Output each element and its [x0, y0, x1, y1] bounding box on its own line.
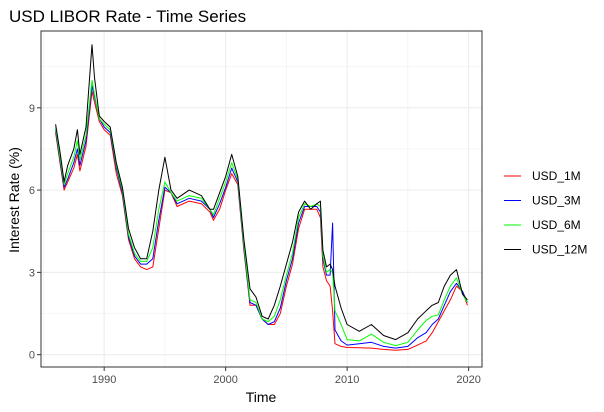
legend-label: USD_3M	[532, 194, 581, 208]
x-axis: 1990 2000 2010 2020	[92, 367, 481, 386]
legend-label: USD_1M	[532, 169, 581, 183]
series-lines	[40, 30, 483, 368]
series-line-usd-1m	[55, 90, 468, 351]
y-tick-label: 3	[29, 267, 35, 279]
legend: USD_1M USD_3M USD_6M USD_12M	[504, 169, 587, 257]
x-tick-label: 2000	[213, 374, 237, 386]
x-axis-title: Time	[246, 389, 277, 405]
x-tick-label: 2020	[456, 374, 480, 386]
legend-label: USD_12M	[532, 243, 587, 257]
series-line-usd-12m	[55, 44, 468, 341]
plot-panel	[40, 30, 483, 368]
x-tick-label: 1990	[92, 374, 116, 386]
y-axis-title: Interest Rate (%)	[6, 147, 22, 253]
y-axis: 0 3 6 9	[29, 103, 41, 362]
panel-border	[40, 30, 483, 368]
panel-border-top	[40, 30, 483, 368]
x-tick-label: 2010	[335, 374, 359, 386]
series-line-usd-3m	[55, 85, 468, 349]
chart-title: USD LIBOR Rate - Time Series	[9, 7, 246, 26]
y-tick-label: 9	[29, 103, 35, 115]
y-tick-label: 0	[29, 350, 35, 362]
y-tick-label: 6	[29, 185, 35, 197]
series-line-usd-6m	[55, 79, 468, 347]
legend-label: USD_6M	[532, 218, 581, 232]
